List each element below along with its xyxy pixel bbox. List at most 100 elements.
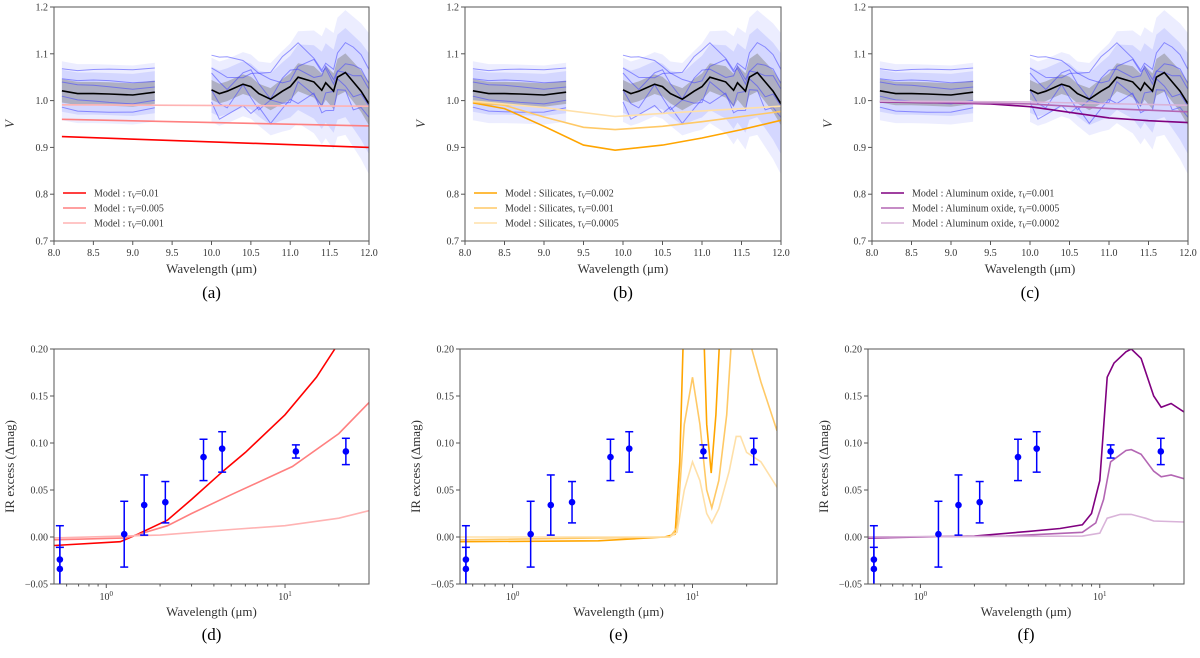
observed-sample-line bbox=[472, 81, 567, 90]
y-tick-label: 0.7 bbox=[36, 237, 49, 248]
legend-prefix: Model : Silicates, bbox=[505, 219, 578, 230]
data-point bbox=[342, 448, 350, 455]
observed-median-line bbox=[1029, 71, 1188, 105]
y-tick-label: 1.2 bbox=[854, 3, 867, 14]
tick-exponent: 0 bbox=[110, 590, 114, 598]
y-tick-label: 0.10 bbox=[845, 439, 863, 450]
legend-value: =0.0005 bbox=[1026, 204, 1059, 215]
panel-a: 0.7 0.8 0.9 1.0 1.1 1.2 8.0 8.5 9.0 9.5 10.0 10.5 11… bbox=[2, 3, 378, 303]
x-tick-label: 9.5 bbox=[577, 248, 590, 259]
legend-prefix: Model : Aluminum oxide, bbox=[912, 219, 1018, 230]
data-point bbox=[625, 445, 633, 452]
data-point bbox=[935, 530, 942, 538]
model-line-2 bbox=[460, 435, 777, 538]
panel-label: (f) bbox=[1018, 625, 1035, 644]
legend-sub: V bbox=[1022, 208, 1027, 216]
observed-sample-line bbox=[61, 78, 155, 84]
x-tick-label: 9.0 bbox=[538, 248, 551, 259]
x-tick-label: 8.5 bbox=[498, 248, 511, 259]
y-tick-label: 1.1 bbox=[447, 49, 460, 60]
plot-area bbox=[61, 10, 369, 175]
model-line-1 bbox=[879, 100, 1188, 113]
tick-base: 10 bbox=[686, 592, 696, 603]
x-tick-label: 101 bbox=[278, 590, 292, 603]
y-tick-label: 1.2 bbox=[447, 3, 460, 14]
observed-gray-band bbox=[879, 79, 974, 107]
x-tick-label: 100 bbox=[506, 590, 520, 603]
observed-median-line bbox=[472, 90, 567, 96]
legend-entry: Model : Aluminum oxide, τV=0.001 bbox=[912, 189, 1054, 201]
tick-base: 10 bbox=[278, 592, 288, 603]
legend-sub: V bbox=[581, 223, 586, 231]
x-tick-label: 8.0 bbox=[459, 248, 472, 259]
data-point bbox=[870, 565, 878, 573]
x-tick-label: 8.5 bbox=[87, 248, 100, 259]
y-tick-label: 1.2 bbox=[36, 3, 49, 14]
legend-entry: Model : Silicates, τV=0.001 bbox=[505, 204, 614, 216]
legend-entry: Model : Aluminum oxide, τV=0.0005 bbox=[912, 204, 1059, 216]
tick-exponent: 1 bbox=[288, 590, 292, 598]
legend-sub: V bbox=[131, 208, 136, 216]
legend-value: =0.001 bbox=[136, 219, 164, 230]
model-line-1 bbox=[54, 402, 369, 541]
x-tick-label: 8.5 bbox=[905, 248, 918, 259]
x-axis-label: Wavelength (μm) bbox=[573, 604, 664, 619]
data-point bbox=[120, 530, 128, 538]
observed-gray-band bbox=[1030, 53, 1188, 126]
y-axis-label: IR excess (Δmag) bbox=[816, 420, 831, 513]
legend-tau: τ bbox=[578, 204, 582, 215]
data-point bbox=[1014, 453, 1022, 461]
y-tick-label: −0.05 bbox=[25, 580, 48, 591]
y-axis-label: V bbox=[413, 118, 428, 128]
x-tick-label: 8.0 bbox=[866, 248, 879, 259]
legend-prefix: Model : Aluminum oxide, bbox=[912, 189, 1018, 200]
legend-entry: Model : τV=0.001 bbox=[94, 219, 164, 231]
observed-sample-line bbox=[879, 78, 974, 84]
legend-entry: Model : Silicates, τV=0.002 bbox=[505, 189, 614, 201]
observed-sample-line bbox=[879, 81, 974, 90]
legend-value: =0.0005 bbox=[586, 219, 619, 230]
observed-gray-band bbox=[61, 79, 155, 107]
tick-base: 10 bbox=[100, 592, 110, 603]
axes-frame bbox=[867, 348, 1185, 585]
observed-sample-line bbox=[472, 95, 567, 105]
y-tick-label: −0.05 bbox=[431, 580, 454, 591]
data-point bbox=[1157, 448, 1165, 455]
legend-sub: V bbox=[131, 223, 136, 231]
data-point bbox=[568, 498, 576, 506]
data-point bbox=[56, 565, 64, 573]
model-line-0 bbox=[472, 102, 781, 152]
y-tick-label: 0.8 bbox=[36, 190, 49, 201]
x-tick-label: 9.0 bbox=[127, 248, 140, 259]
y-tick-label: 1.0 bbox=[854, 96, 867, 107]
panel-label: (a) bbox=[202, 283, 221, 302]
plot-area bbox=[868, 349, 1184, 584]
legend-entry: Model : τV=0.005 bbox=[94, 204, 164, 216]
observed-sample-line bbox=[1029, 41, 1188, 74]
observed-sample-line bbox=[61, 67, 155, 72]
x-axis-label: Wavelength (μm) bbox=[981, 604, 1072, 619]
legend-prefix: Model : bbox=[94, 189, 128, 200]
plot-area bbox=[460, 349, 777, 584]
legend-value: =0.001 bbox=[586, 204, 614, 215]
data-point bbox=[462, 565, 470, 573]
x-tick-label: 10.0 bbox=[1021, 248, 1039, 259]
legend-sub: V bbox=[1022, 193, 1027, 201]
y-tick-label: 1.0 bbox=[36, 96, 49, 107]
y-tick-label: 0.10 bbox=[31, 439, 49, 450]
model-line-0 bbox=[868, 349, 1184, 539]
data-point bbox=[1107, 448, 1114, 455]
plot-area bbox=[54, 349, 369, 584]
y-tick-label: 0.7 bbox=[447, 237, 460, 248]
model-line-2 bbox=[879, 100, 1188, 107]
model-line-1 bbox=[61, 118, 369, 127]
legend-value: =0.01 bbox=[136, 189, 159, 200]
model-line-0 bbox=[54, 349, 336, 547]
observed-gray-band bbox=[211, 53, 369, 126]
model-line-1 bbox=[472, 101, 781, 131]
x-tick-label: 12.0 bbox=[360, 248, 378, 259]
legend-value: =0.005 bbox=[136, 204, 164, 215]
y-tick-label: 0.00 bbox=[31, 533, 49, 544]
panel-label: (d) bbox=[202, 625, 222, 644]
